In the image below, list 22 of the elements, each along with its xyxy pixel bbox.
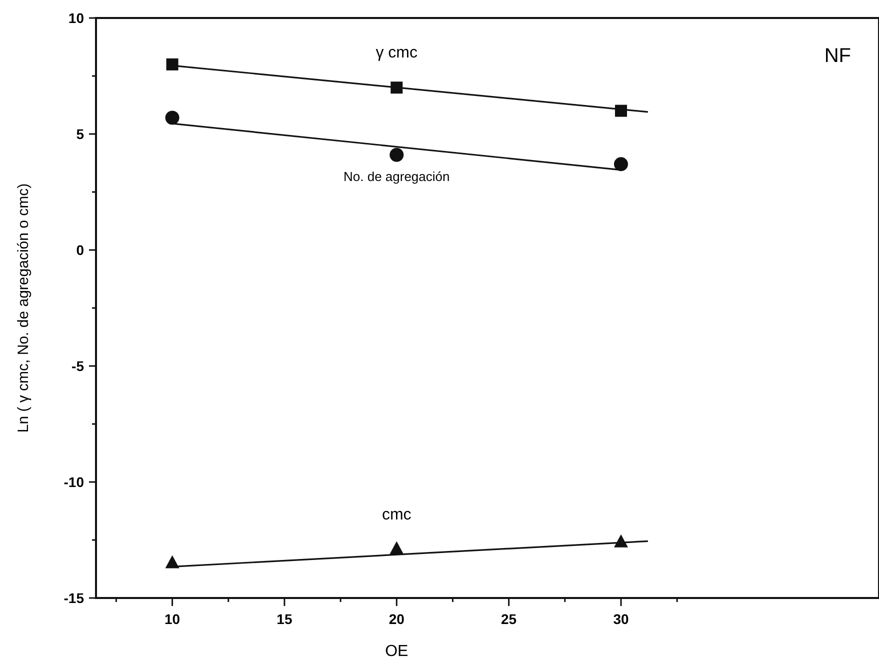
y-tick-label: -10 — [64, 474, 84, 490]
annotation: NF — [824, 45, 851, 67]
y-tick-label: -5 — [72, 358, 84, 374]
y-tick-label: 0 — [76, 242, 84, 258]
series-label: γ cmc — [376, 44, 418, 62]
series-label: cmc — [382, 506, 412, 524]
point — [390, 541, 404, 554]
x-tick-label: 15 — [276, 611, 292, 627]
point — [166, 58, 178, 70]
y-tick-label: -15 — [64, 590, 84, 606]
x-tick-label: 25 — [501, 611, 517, 627]
y-axis-title: Ln ( γ cmc, No. de agregación o cmc) — [15, 183, 32, 433]
x-tick-label: 20 — [388, 611, 405, 627]
x-tick-label: 30 — [613, 611, 629, 627]
series-label: No. de agregación — [344, 168, 450, 184]
point — [614, 157, 628, 172]
x-tick-label: 10 — [164, 611, 180, 627]
point — [165, 110, 180, 125]
point — [390, 148, 404, 162]
y-tick-label: 5 — [76, 126, 84, 142]
y-tick-label: 10 — [68, 10, 84, 26]
x-axis-title: OE — [385, 643, 408, 660]
